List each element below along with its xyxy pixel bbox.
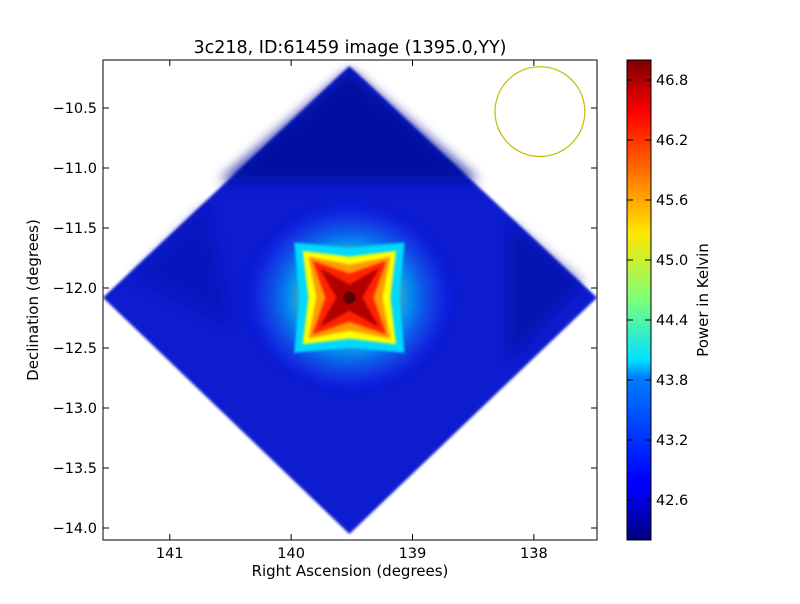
y-axis-label: Declination (degrees) [24, 219, 42, 381]
heatmap-layer [103, 66, 597, 534]
colorbar-label: Power in Kelvin [694, 243, 712, 357]
y-tick-label: −14.0 [53, 521, 97, 537]
heatmap-peak [343, 291, 356, 304]
y-tick-label: −13.5 [53, 461, 97, 477]
y-tick-label: −10.5 [53, 101, 97, 117]
y-tick-label: −12.0 [53, 281, 97, 297]
colorbar [626, 59, 652, 541]
heatmap-dark-region [219, 70, 480, 181]
colorbar-tick-label: 44.4 [656, 313, 688, 329]
colorbar-tick-label: 43.8 [656, 373, 688, 389]
x-tick-label: 141 [156, 546, 184, 562]
y-tick-label: −12.5 [53, 341, 97, 357]
heatmap-dark-region [509, 222, 583, 360]
x-tick-label: 139 [399, 546, 427, 562]
heatmap-dark-region [133, 204, 231, 324]
y-tick-label: −11.5 [53, 221, 97, 237]
x-axis-label: Right Ascension (degrees) [252, 562, 449, 580]
chart-title: 3c218, ID:61459 image (1395.0,YY) [194, 38, 507, 58]
beam-circle [494, 66, 586, 158]
colorbar-tick-label: 45.6 [656, 193, 688, 209]
colorbar-tick-label: 43.2 [656, 433, 688, 449]
y-axis: −10.5 −11.0 −11.5 −12.0 −12.5 −13.0 −13.5 −14.0 [53, 101, 597, 537]
plot-frame [102, 59, 598, 541]
y-tick-label: −13.0 [53, 401, 97, 417]
colorbar-tick-label: 45.0 [656, 253, 688, 269]
x-tick-label: 138 [520, 546, 548, 562]
y-tick-label: −11.0 [53, 161, 97, 177]
x-tick-label: 140 [277, 546, 305, 562]
x-axis: 141 140 139 138 [156, 60, 548, 562]
colorbar-tick-label: 46.8 [656, 73, 688, 89]
colorbar-ticks: 42.6 43.2 43.8 44.4 45.0 45.6 46.2 46.8 [627, 73, 688, 509]
colorbar-tick-label: 42.6 [656, 493, 688, 509]
colorbar-tick-label: 46.2 [656, 133, 688, 149]
